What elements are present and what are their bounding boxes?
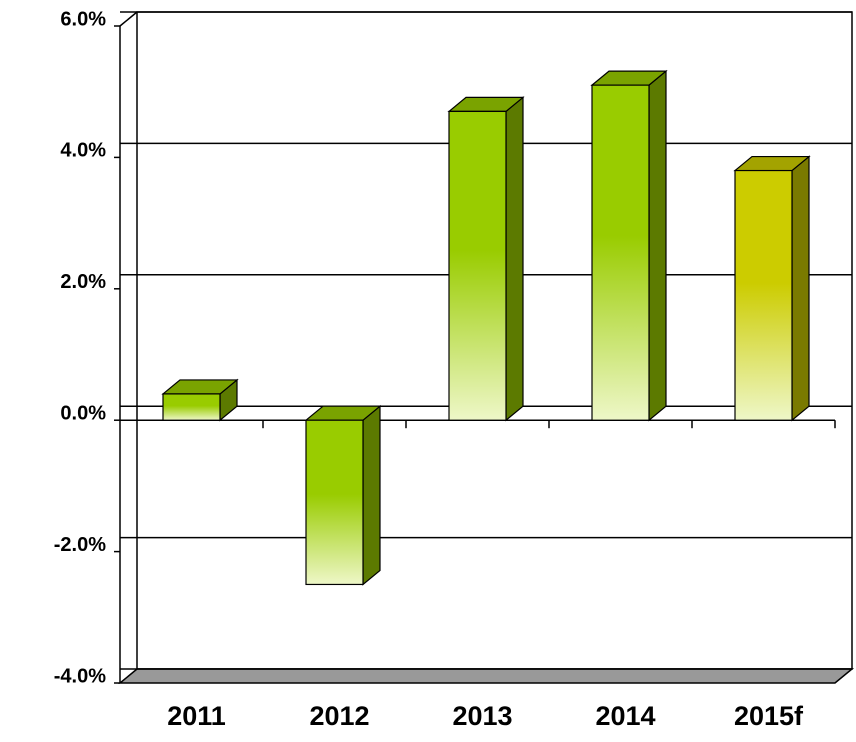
y-tick-label: -2.0% <box>54 534 106 556</box>
bar <box>592 85 649 420</box>
bar-side-shade <box>792 157 809 421</box>
bar <box>163 394 220 420</box>
bar <box>306 420 363 584</box>
bar-side-shade <box>506 97 523 420</box>
y-tick-label: 4.0% <box>60 140 106 162</box>
y-tick-label: -4.0% <box>54 665 106 687</box>
y-tick-label: 6.0% <box>60 8 106 30</box>
y-tick-label: 0.0% <box>60 402 106 424</box>
floor <box>120 669 852 683</box>
bar-side-shade <box>363 406 380 584</box>
x-tick-label: 2012 <box>309 701 369 731</box>
bar-side-shade <box>649 71 666 420</box>
wall-edge <box>120 12 137 26</box>
chart: -4.0% -2.0% 0.0% 2.0% 4.0% 6.0% 2011 2012 2013 20… <box>0 0 856 742</box>
x-tick-label: 2013 <box>452 701 512 731</box>
y-tick-label: 2.0% <box>60 271 106 293</box>
bar <box>449 111 506 420</box>
x-tick-label: 2015f <box>734 701 804 731</box>
bar <box>735 171 792 421</box>
x-tick-label: 2011 <box>167 701 226 731</box>
x-tick-label: 2014 <box>595 701 655 731</box>
page: -4.0% -2.0% 0.0% 2.0% 4.0% 6.0% 2011 2012 2013 20… <box>0 0 856 742</box>
